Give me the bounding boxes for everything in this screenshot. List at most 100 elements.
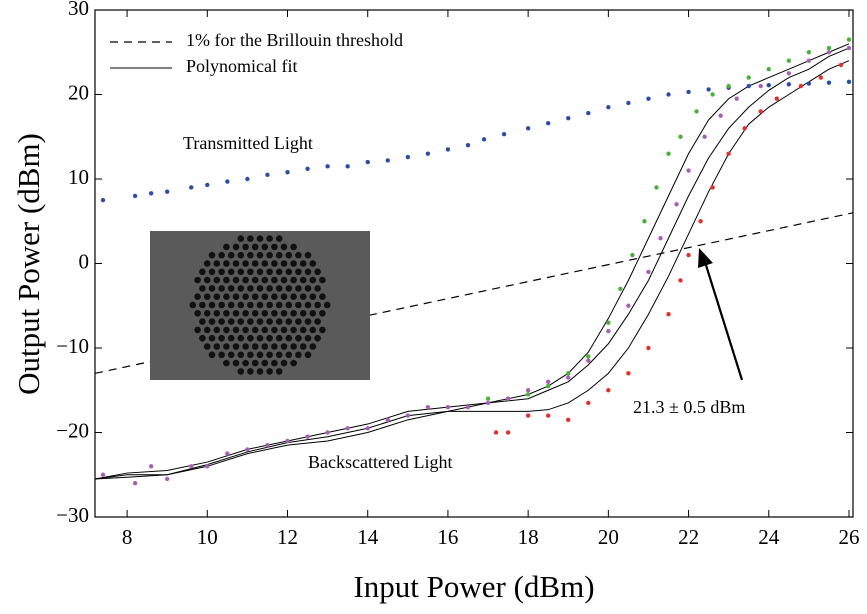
data-point [806,81,812,86]
inset-hole [194,310,201,317]
inset-hole [213,276,221,284]
data-point [786,71,792,76]
inset-hole [208,251,216,259]
inset-hole [208,285,216,292]
inset-hole [194,276,201,284]
data-point [838,62,844,68]
data-point [445,147,451,152]
data-point [525,388,531,393]
inset-hole [232,326,240,334]
data-point [465,143,471,148]
inset-hole [290,293,297,301]
inset-hole [227,301,235,309]
inset-hole [208,351,216,359]
inset-hole [256,285,264,292]
data-point [485,400,491,406]
data-point [505,396,511,401]
data-point [586,358,591,363]
inset-hole [285,318,293,325]
inset-hole [237,334,245,342]
data-point [545,121,551,126]
data-point [726,151,731,156]
inset-hole [242,243,249,251]
data-point [654,185,659,190]
data-point [666,312,671,317]
inset-hole [285,268,293,276]
inset-hole [271,293,278,301]
data-point [826,45,832,51]
inset-hole [280,359,288,367]
inset-hole [280,260,288,267]
data-point [646,345,651,351]
data-point [525,392,531,397]
inset-hole [213,310,221,317]
inset-hole [309,276,317,284]
data-point [100,472,106,477]
data-point [686,252,691,258]
inset-hole [280,326,288,334]
annotation: Backscattered Light [308,452,452,472]
inset-hole [309,343,317,350]
data-point [225,451,230,456]
inset-hole [232,260,240,267]
data-point [766,83,771,88]
data-point [385,158,390,163]
inset-hole [275,351,283,359]
inset-hole [304,268,312,276]
inset-hole [275,301,283,309]
inset-hole [271,359,278,367]
inset-hole [208,334,216,342]
inset-hole [247,235,254,242]
data-point [525,126,531,131]
inset-hole [314,301,321,309]
inset-hole [266,235,273,242]
inset-hole [266,285,273,292]
x-tick-label: 12 [277,525,298,549]
inset-hole [199,318,206,325]
data-point [545,413,551,418]
data-point [445,404,451,410]
legend-label: Polynomical fit [186,56,298,76]
data-point [586,110,591,116]
data-point [606,388,611,393]
inset-hole [304,285,312,292]
inset-hole [280,243,288,251]
data-point [132,193,138,199]
arrow-shaft [703,261,744,381]
inset-hole [203,293,211,301]
data-point [758,109,763,114]
inset-hole [227,251,235,259]
data-point [666,92,671,97]
inset-hole [242,260,249,267]
data-point [686,89,691,95]
inset-hole [203,260,211,267]
data-point [586,400,591,406]
inset-hole [247,301,254,309]
data-point [618,286,623,292]
data-point [806,50,812,55]
inset-hole [290,260,297,267]
x-tick-label: 20 [598,525,619,549]
data-point [846,79,852,85]
data-point [702,134,707,139]
data-point [718,113,723,118]
inset-hole [299,310,307,317]
inset-hole [275,318,283,325]
inset-hole [275,268,283,276]
inset-hole [223,276,230,284]
inset-hole [266,351,273,359]
inset-hole [261,293,269,301]
inset-hole [309,293,317,301]
inset-hole [227,268,235,276]
inset-hole [237,235,245,242]
data-point [606,104,611,110]
data-point [285,438,290,444]
inset-hole [208,318,216,325]
data-point [710,92,715,97]
y-tick-label: −30 [56,503,89,527]
inset-hole [242,293,249,301]
x-tick-label: 16 [437,525,458,549]
data-point [678,278,683,283]
inset-hole [203,326,211,334]
data-point [642,219,647,224]
